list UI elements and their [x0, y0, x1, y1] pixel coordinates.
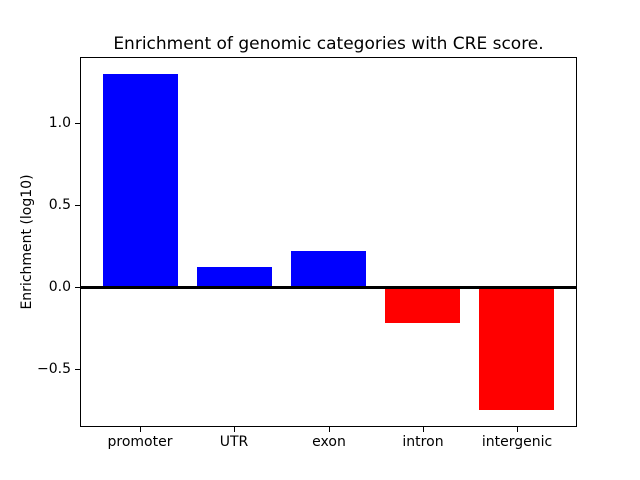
y-tick-label-1.0: 1.0: [48, 115, 71, 131]
y-tick-1.0: [75, 123, 80, 124]
y-tick-label-0.0: 0.0: [48, 279, 71, 295]
x-tick-label-promoter: promoter: [107, 434, 173, 450]
x-tick-label-intergenic: intergenic: [481, 434, 553, 450]
x-tick-intergenic: [517, 427, 518, 432]
x-tick-label-intron: intron: [402, 434, 444, 450]
x-tick-label-UTR: UTR: [219, 434, 249, 450]
bar-exon: [290, 251, 367, 288]
x-tick-UTR: [234, 427, 235, 432]
bar-intergenic: [479, 287, 555, 411]
bar-intron: [384, 287, 461, 324]
y-tick-label-0.5: 0.5: [48, 197, 71, 213]
y-tick-0.0: [75, 287, 80, 288]
y-tick-0.5: [75, 205, 80, 206]
y-tick-−0.5: [75, 369, 80, 370]
x-tick-intron: [423, 427, 424, 432]
x-tick-promoter: [140, 427, 141, 432]
x-tick-label-exon: exon: [312, 434, 346, 450]
chart-title: Enrichment of genomic categories with CR…: [113, 34, 544, 54]
zero-line: [81, 286, 576, 289]
bar-promoter: [102, 73, 178, 288]
x-tick-exon: [329, 427, 330, 432]
y-tick-label-−0.5: −0.5: [37, 361, 71, 377]
bar-UTR: [196, 267, 273, 288]
plot-area: [80, 57, 577, 427]
